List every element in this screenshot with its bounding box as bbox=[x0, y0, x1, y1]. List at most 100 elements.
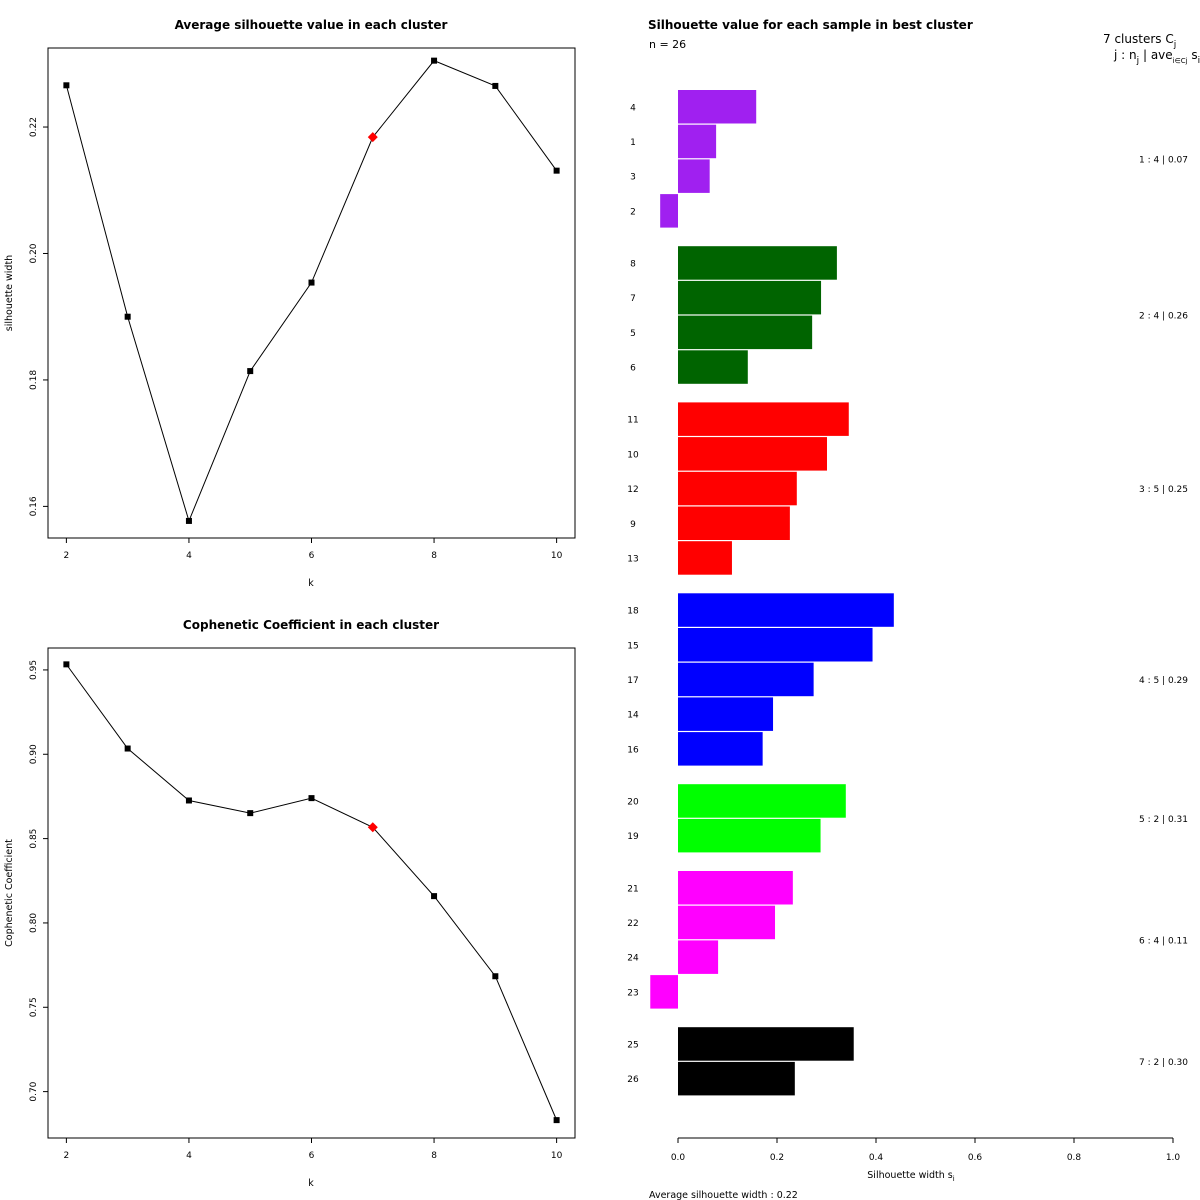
cophenetic-data-point bbox=[124, 745, 131, 752]
silhouette-x-tick-label: 10 bbox=[551, 551, 563, 561]
silhouette-plot-title: Silhouette value for each sample in best… bbox=[648, 18, 973, 32]
silhouette-y-tick-label: 0.20 bbox=[29, 243, 39, 263]
silhouette-bar-sample-21 bbox=[678, 871, 793, 905]
silhouette-plot-frame bbox=[47, 47, 576, 539]
sample-label: 12 bbox=[627, 485, 638, 495]
sample-label: 21 bbox=[627, 884, 638, 894]
cluster-summary-3: 3 : 5 | 0.25 bbox=[1139, 485, 1188, 495]
silhouette-bar-sample-9 bbox=[678, 506, 790, 540]
silhouette-x-tick-label: 8 bbox=[431, 551, 437, 561]
silhouette-bar-sample-7 bbox=[678, 280, 822, 315]
cophenetic-x-tick-label: 4 bbox=[186, 1151, 192, 1161]
sample-label: 10 bbox=[627, 450, 639, 460]
sample-label: 26 bbox=[627, 1075, 639, 1085]
silhouette-bar-sample-10 bbox=[678, 437, 827, 471]
sample-label: 2 bbox=[630, 207, 636, 217]
cophenetic-data-point bbox=[308, 795, 315, 802]
silhouette-y-axis-label: silhouette width bbox=[4, 255, 15, 331]
sample-count-label: n = 26 bbox=[649, 38, 686, 51]
silhouette-x-tick-label: 4 bbox=[186, 551, 192, 561]
silhouette-bar-sample-17 bbox=[678, 662, 814, 697]
sample-label: 14 bbox=[627, 711, 639, 721]
silhouette-x-tick-label: 0.2 bbox=[770, 1153, 784, 1163]
cluster-header: 7 clusters Cj j : nj | avei∈Cj si bbox=[1103, 32, 1200, 66]
cophenetic-x-tick-label: 8 bbox=[431, 1151, 437, 1161]
sample-label: 22 bbox=[627, 919, 638, 929]
silhouette-data-point bbox=[247, 368, 254, 375]
cluster-summary-4: 4 : 5 | 0.29 bbox=[1139, 676, 1188, 686]
cophenetic-x-tick-label: 10 bbox=[551, 1151, 563, 1161]
silhouette-data-point bbox=[431, 57, 438, 64]
silhouette-line-chart: Average silhouette value in each cluster… bbox=[4, 18, 576, 589]
sample-label: 6 bbox=[630, 364, 636, 374]
cophenetic-line-chart: Cophenetic Coefficient in each cluster k… bbox=[4, 618, 576, 1189]
cophenetic-data-point bbox=[185, 797, 192, 804]
cluster-summary-6: 6 : 4 | 0.11 bbox=[1139, 936, 1188, 946]
cophenetic-y-tick-label: 0.80 bbox=[29, 913, 39, 933]
sample-label: 13 bbox=[627, 554, 638, 564]
cophenetic-x-axis-label: k bbox=[308, 1178, 314, 1189]
silhouette-x-tick-label: 0.4 bbox=[869, 1153, 884, 1163]
silhouette-x-tick-label: 6 bbox=[309, 551, 315, 561]
silhouette-bar-sample-3 bbox=[678, 159, 710, 193]
silhouette-data-point bbox=[185, 517, 192, 524]
silhouette-bar-sample-26 bbox=[678, 1061, 795, 1096]
sample-label: 19 bbox=[627, 832, 639, 842]
silhouette-bar-sample-5 bbox=[678, 315, 813, 350]
cophenetic-x-tick-label: 6 bbox=[309, 1151, 315, 1161]
silhouette-x-axis: 0.0 0.2 0.4 0.6 0.8 1.0 bbox=[671, 1137, 1181, 1163]
sample-label: 7 bbox=[630, 294, 636, 304]
cluster-summary-5: 5 : 2 | 0.31 bbox=[1139, 815, 1188, 825]
cophenetic-x-tick-label: 2 bbox=[64, 1151, 70, 1161]
cluster-summary-2: 2 : 4 | 0.26 bbox=[1139, 312, 1188, 322]
sample-label: 24 bbox=[627, 954, 639, 964]
silhouette-x-tick-label: 0.8 bbox=[1067, 1153, 1082, 1163]
silhouette-x-axis-label: k bbox=[308, 578, 314, 589]
cophenetic-chart-title: Cophenetic Coefficient in each cluster bbox=[183, 618, 439, 632]
silhouette-bar-sample-20 bbox=[678, 784, 846, 818]
silhouette-bar-sample-23 bbox=[650, 975, 678, 1009]
cophenetic-y-tick-label: 0.75 bbox=[29, 997, 39, 1017]
silhouette-bar-sample-13 bbox=[678, 541, 732, 575]
silhouette-bar-sample-12 bbox=[678, 471, 797, 506]
cophenetic-data-point bbox=[63, 661, 70, 668]
sample-label: 9 bbox=[630, 520, 636, 530]
sample-label: 20 bbox=[627, 797, 639, 807]
sample-label: 8 bbox=[630, 259, 636, 269]
sample-label: 15 bbox=[627, 641, 638, 651]
cluster-header-line1: 7 clusters Cj bbox=[1103, 32, 1176, 50]
cophenetic-y-tick-label: 0.95 bbox=[29, 660, 39, 680]
silhouette-data-point bbox=[124, 313, 131, 320]
sample-label: 5 bbox=[630, 329, 636, 339]
cophenetic-data-point bbox=[247, 810, 254, 817]
silhouette-x-ticks: 2 4 6 8 10 bbox=[64, 538, 563, 561]
silhouette-x-tick-label: 0.0 bbox=[671, 1153, 686, 1163]
silhouette-bar-sample-14 bbox=[678, 697, 774, 731]
silhouette-data-point bbox=[492, 82, 499, 89]
sample-label: 18 bbox=[627, 607, 639, 617]
sample-label: 1 bbox=[630, 138, 636, 148]
silhouette-x-tick-label: 1.0 bbox=[1166, 1153, 1181, 1163]
cophenetic-y-axis-label: Cophenetic Coefficient bbox=[4, 839, 15, 947]
sample-labels: 4132875611101291318151714162019212224232… bbox=[627, 103, 639, 1085]
silhouette-bar-sample-22 bbox=[678, 905, 776, 940]
silhouette-series-line bbox=[65, 60, 558, 523]
average-silhouette-footer: Average silhouette width : 0.22 bbox=[649, 1190, 798, 1200]
cophenetic-data-point bbox=[431, 893, 438, 900]
cophenetic-y-tick-label: 0.70 bbox=[29, 1081, 39, 1101]
silhouette-x-tick-label: 2 bbox=[64, 551, 70, 561]
sample-label: 25 bbox=[627, 1040, 638, 1050]
silhouette-bar-sample-18 bbox=[678, 593, 894, 627]
cophenetic-points bbox=[63, 661, 560, 1124]
cophenetic-series-line bbox=[65, 664, 558, 1121]
sample-label: 23 bbox=[627, 988, 638, 998]
sample-label: 4 bbox=[630, 103, 636, 113]
silhouette-bar-plot: Silhouette value for each sample in best… bbox=[627, 18, 1200, 1200]
silhouette-width-axis-label: Silhouette width si bbox=[867, 1170, 954, 1183]
silhouette-chart-title: Average silhouette value in each cluster bbox=[175, 18, 448, 32]
silhouette-bar-sample-24 bbox=[678, 940, 719, 974]
silhouette-bar-sample-16 bbox=[678, 732, 763, 766]
silhouette-bar-sample-2 bbox=[660, 194, 678, 228]
silhouette-highlight-point bbox=[367, 132, 378, 143]
